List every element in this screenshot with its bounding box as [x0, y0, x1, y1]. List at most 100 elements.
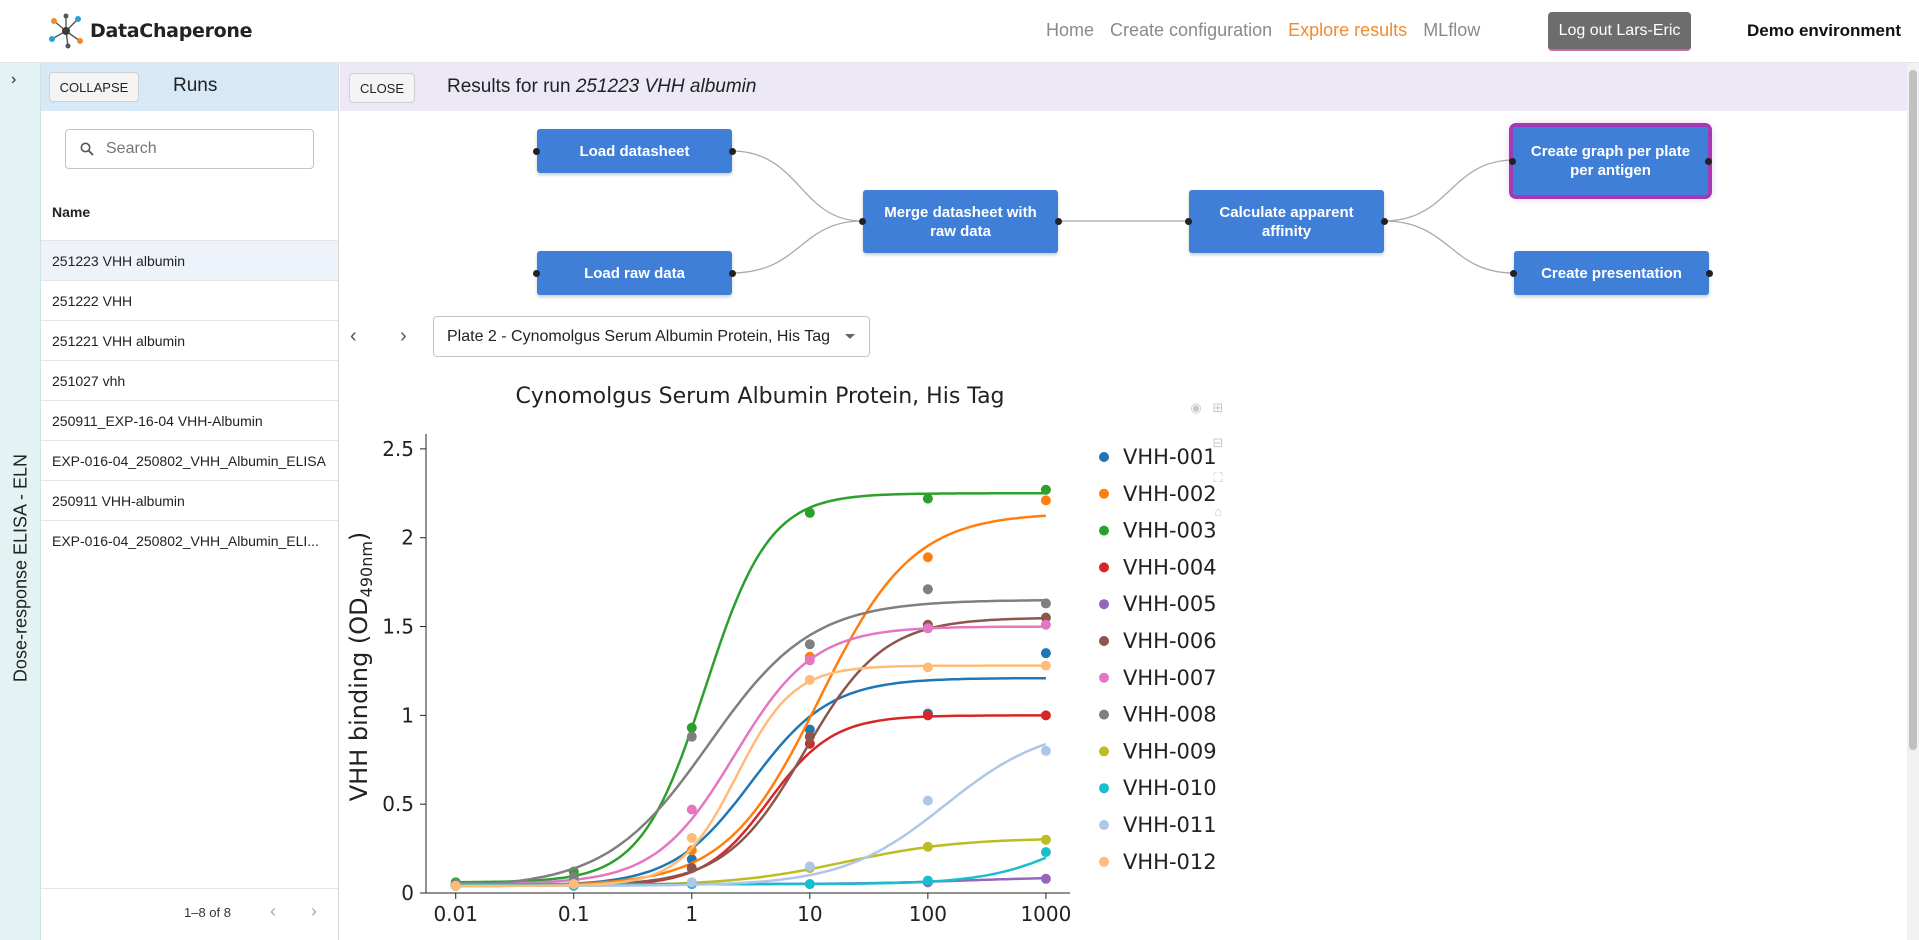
- node-port: [1055, 218, 1062, 225]
- y-tick-label: 2: [401, 526, 414, 550]
- fit-curve-VHH-008: [455, 599, 1046, 887]
- legend-label: VHH-004: [1123, 555, 1217, 579]
- workflow-strip: › Dose-response ELISA - ELN: [0, 63, 41, 940]
- data-point-VHH-004: [1040, 710, 1051, 721]
- fit-curve-VHH-007: [455, 625, 1046, 886]
- chevron-right-icon[interactable]: ›: [11, 71, 17, 88]
- y-tick-label: 1: [401, 703, 414, 727]
- main-nav: Home Create configuration Explore result…: [1046, 20, 1480, 41]
- run-row[interactable]: 251221 VHH albumin: [41, 320, 338, 360]
- plate-select[interactable]: Plate 2 - Cynomolgus Serum Albumin Prote…: [433, 316, 870, 357]
- close-button[interactable]: CLOSE: [349, 73, 415, 103]
- search-box[interactable]: [65, 129, 314, 169]
- page-scrollbar[interactable]: [1907, 63, 1919, 940]
- pipeline-edge: [1383, 220, 1515, 274]
- camera-icon[interactable]: ◉: [1190, 400, 1202, 415]
- pipeline-node-create-presentation[interactable]: Create presentation: [1510, 251, 1713, 295]
- data-point-VHH-009: [1040, 834, 1051, 845]
- top-header: DataChaperone Home Create configuration …: [0, 0, 1919, 63]
- collapse-button[interactable]: COLLAPSE: [49, 72, 139, 102]
- zoom-in-icon[interactable]: ⊞: [1212, 400, 1224, 415]
- fit-curve-VHH-012: [455, 664, 1046, 888]
- pipeline-node-label: Load raw data: [584, 264, 685, 282]
- fit-curve-VHH-006: [455, 616, 1046, 888]
- search-input[interactable]: [106, 140, 296, 158]
- data-point-VHH-007: [804, 655, 815, 666]
- run-row[interactable]: EXP-016-04_250802_VHH_Albumin_ELISA: [41, 440, 338, 480]
- x-tick-label: 100: [909, 902, 947, 926]
- logo-text: DataChaperone: [90, 20, 253, 42]
- legend-marker: [1099, 746, 1109, 757]
- pipeline-node-load-raw-data[interactable]: Load raw data: [533, 251, 736, 295]
- node-port: [1185, 218, 1192, 225]
- pipeline-node-merge[interactable]: Merge datasheet with raw data: [859, 190, 1062, 253]
- logout-button[interactable]: Log out Lars-Eric: [1548, 12, 1691, 51]
- scrollbar-thumb[interactable]: [1909, 70, 1917, 750]
- data-point-VHH-003: [1040, 484, 1051, 495]
- node-port: [1705, 157, 1712, 165]
- fit-curve-VHH-004: [455, 714, 1046, 888]
- run-row[interactable]: EXP-016-04_250802_VHH_Albumin_ELI...: [41, 520, 338, 560]
- legend-marker: [1099, 525, 1109, 536]
- y-tick-label: 2.5: [382, 437, 414, 461]
- legend-marker: [1099, 783, 1109, 794]
- data-point-VHH-008: [686, 731, 697, 742]
- y-tick-label: 1.5: [382, 615, 414, 639]
- home-icon[interactable]: ⌂: [1214, 504, 1222, 519]
- legend-label: VHH-003: [1123, 519, 1217, 543]
- chart-title: Cynomolgus Serum Albumin Protein, His Ta…: [515, 384, 1004, 409]
- node-port: [533, 269, 540, 277]
- run-row[interactable]: 251027 vhh: [41, 360, 338, 400]
- nav-mlflow[interactable]: MLflow: [1423, 20, 1481, 40]
- pipeline-edge: [731, 150, 863, 222]
- logo[interactable]: DataChaperone: [46, 13, 253, 49]
- pipeline-node-load-datasheet[interactable]: Load datasheet: [533, 129, 736, 173]
- chevron-left-icon[interactable]: ‹: [270, 901, 276, 921]
- runs-title: Runs: [173, 75, 218, 96]
- data-point-VHH-012: [686, 832, 697, 843]
- data-point-VHH-011: [686, 877, 697, 888]
- data-point-VHH-004: [922, 710, 933, 721]
- run-row[interactable]: 251223 VHH albumin: [41, 240, 338, 280]
- node-port: [1510, 269, 1517, 277]
- data-point-VHH-002: [1040, 495, 1051, 506]
- autoscale-icon[interactable]: ⛶: [1213, 470, 1223, 485]
- pipeline-node-calculate-affinity[interactable]: Calculate apparent affinity: [1185, 190, 1388, 253]
- legend-label: VHH-001: [1123, 445, 1217, 469]
- node-port: [1509, 157, 1516, 165]
- run-row[interactable]: 251222 VHH: [41, 280, 338, 320]
- chevron-right-icon[interactable]: ›: [400, 325, 407, 347]
- results-title: Results for run 251223 VHH albumin: [447, 76, 756, 98]
- search-icon: [80, 142, 94, 156]
- legend-marker: [1099, 672, 1109, 683]
- column-header-name[interactable]: Name: [52, 204, 91, 220]
- environment-label: Demo environment: [1747, 21, 1901, 40]
- nav-home[interactable]: Home: [1046, 20, 1095, 40]
- data-point-VHH-010: [922, 875, 933, 886]
- run-row[interactable]: 250911_EXP-16-04 VHH-Albumin: [41, 400, 338, 440]
- data-point-VHH-011: [922, 795, 933, 806]
- zoom-out-icon[interactable]: ⊟: [1212, 435, 1224, 450]
- pipeline-node-create-graph[interactable]: Create graph per plate per antigen: [1509, 123, 1712, 199]
- pagination-count: 1–8 of 8: [184, 905, 231, 920]
- legend-label: VHH-009: [1123, 739, 1217, 763]
- data-point-VHH-009: [922, 841, 933, 852]
- x-tick-label: 1000: [1020, 902, 1071, 926]
- nav-create-configuration[interactable]: Create configuration: [1110, 20, 1273, 40]
- nav-explore-results[interactable]: Explore results: [1288, 20, 1408, 40]
- run-row[interactable]: 250911 VHH-albumin: [41, 480, 338, 520]
- runs-pagination: 1–8 of 8 ‹ ›: [41, 888, 338, 940]
- chevron-right-icon[interactable]: ›: [311, 901, 317, 921]
- legend-label: VHH-008: [1123, 703, 1217, 727]
- logo-network-icon: [49, 13, 83, 49]
- legend-label: VHH-010: [1123, 776, 1217, 800]
- data-point-VHH-012: [568, 879, 579, 890]
- chevron-left-icon[interactable]: ‹: [350, 325, 357, 347]
- data-point-VHH-012: [1040, 660, 1051, 671]
- pipeline-node-label: Create graph per plate per antigen: [1530, 143, 1691, 179]
- pipeline-node-label: Load datasheet: [579, 142, 690, 160]
- pipeline-node-label: Create presentation: [1541, 264, 1682, 282]
- node-port: [729, 269, 736, 277]
- legend-label: VHH-011: [1123, 813, 1217, 837]
- data-point-VHH-011: [1040, 745, 1051, 756]
